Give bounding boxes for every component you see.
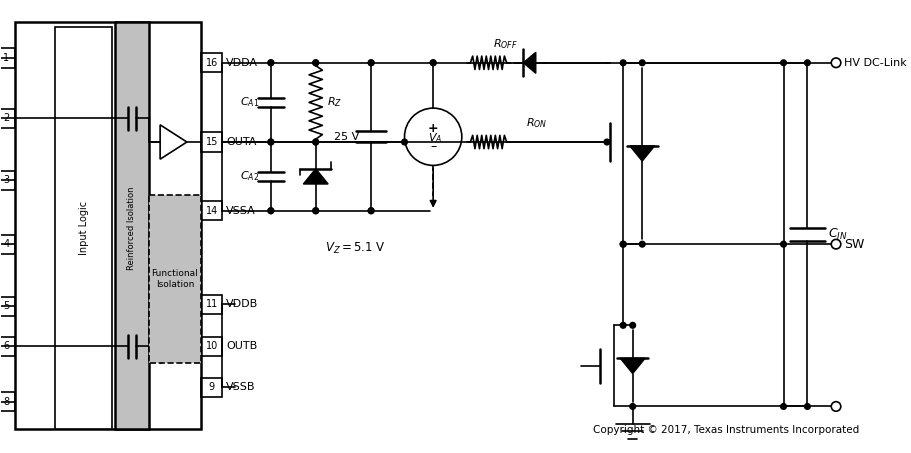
- Text: VSSA: VSSA: [226, 206, 256, 216]
- Circle shape: [368, 60, 374, 66]
- Text: HV DC-Link: HV DC-Link: [844, 58, 906, 68]
- Circle shape: [312, 139, 319, 145]
- Text: VDDB: VDDB: [226, 299, 258, 309]
- Circle shape: [804, 404, 810, 410]
- Circle shape: [368, 60, 374, 66]
- Circle shape: [312, 139, 319, 145]
- Text: 5: 5: [4, 301, 9, 311]
- Text: $R_{OFF}$: $R_{OFF}$: [493, 37, 518, 51]
- Bar: [0, 109, 15, 128]
- Text: SW: SW: [844, 238, 864, 251]
- Circle shape: [268, 60, 273, 66]
- Text: 16: 16: [206, 58, 218, 68]
- Text: $C_{A2}$: $C_{A2}$: [241, 169, 260, 183]
- Text: 15: 15: [206, 137, 218, 147]
- Text: Input Logic: Input Logic: [78, 201, 88, 255]
- Text: 1: 1: [4, 53, 9, 63]
- Bar: [201, 53, 222, 72]
- Circle shape: [312, 60, 319, 66]
- Circle shape: [268, 60, 273, 66]
- Text: 2: 2: [4, 113, 9, 123]
- Circle shape: [368, 208, 374, 214]
- Circle shape: [268, 139, 273, 145]
- Circle shape: [781, 241, 786, 247]
- Polygon shape: [630, 146, 655, 161]
- Bar: [0, 337, 15, 356]
- Circle shape: [620, 241, 626, 247]
- Text: Reinforced Isolation: Reinforced Isolation: [128, 186, 137, 270]
- Text: –: –: [430, 140, 436, 153]
- Polygon shape: [620, 358, 645, 374]
- Circle shape: [430, 60, 436, 66]
- Circle shape: [430, 60, 436, 66]
- Bar: [0, 171, 15, 190]
- Circle shape: [640, 60, 645, 66]
- Text: 9: 9: [209, 382, 215, 392]
- Bar: [201, 201, 222, 220]
- Circle shape: [402, 139, 407, 145]
- Circle shape: [312, 60, 319, 66]
- Circle shape: [268, 139, 273, 145]
- Text: 3: 3: [4, 175, 9, 185]
- Circle shape: [312, 208, 319, 214]
- Circle shape: [268, 208, 273, 214]
- Text: VSSB: VSSB: [226, 382, 255, 392]
- Text: 10: 10: [206, 341, 218, 352]
- Polygon shape: [303, 169, 328, 184]
- Circle shape: [368, 208, 374, 214]
- Bar: [15, 22, 201, 429]
- Text: OUTA: OUTA: [226, 137, 256, 147]
- Bar: [201, 295, 222, 314]
- Circle shape: [804, 60, 810, 66]
- Text: $C_{IN}$: $C_{IN}$: [828, 227, 848, 242]
- Circle shape: [604, 139, 609, 145]
- Bar: [0, 235, 15, 254]
- Text: VDDA: VDDA: [226, 58, 258, 68]
- Text: $C_{A1}$: $C_{A1}$: [241, 96, 260, 109]
- Circle shape: [781, 404, 786, 410]
- Circle shape: [640, 241, 645, 247]
- Text: 11: 11: [206, 299, 218, 309]
- Circle shape: [630, 404, 636, 410]
- Bar: [55, 28, 112, 429]
- Bar: [0, 48, 15, 67]
- Text: $R_{ON}$: $R_{ON}$: [526, 116, 548, 130]
- Polygon shape: [524, 52, 536, 73]
- Circle shape: [620, 60, 626, 66]
- Bar: [148, 194, 201, 363]
- Text: Copyright © 2017, Texas Instruments Incorporated: Copyright © 2017, Texas Instruments Inco…: [592, 425, 859, 435]
- Circle shape: [268, 208, 273, 214]
- Circle shape: [781, 60, 786, 66]
- Text: 8: 8: [4, 397, 9, 407]
- Bar: [0, 392, 15, 411]
- Bar: [201, 337, 222, 356]
- Bar: [201, 132, 222, 152]
- Text: 14: 14: [206, 206, 218, 216]
- Text: $V_A$: $V_A$: [428, 131, 442, 145]
- Text: 6: 6: [4, 341, 9, 352]
- Bar: [116, 22, 148, 429]
- Bar: [0, 297, 15, 316]
- Text: $V_Z = 5.1$ V: $V_Z = 5.1$ V: [325, 241, 386, 256]
- Circle shape: [312, 208, 319, 214]
- Circle shape: [620, 323, 626, 328]
- Text: 4: 4: [4, 239, 9, 249]
- Text: +: +: [428, 122, 438, 135]
- Bar: [201, 378, 222, 397]
- Text: 25 V: 25 V: [334, 132, 360, 142]
- Text: Functional
Isolation: Functional Isolation: [151, 269, 199, 289]
- Circle shape: [620, 241, 626, 247]
- Circle shape: [630, 323, 636, 328]
- Text: OUTB: OUTB: [226, 341, 257, 352]
- Text: $R_Z$: $R_Z$: [327, 96, 343, 109]
